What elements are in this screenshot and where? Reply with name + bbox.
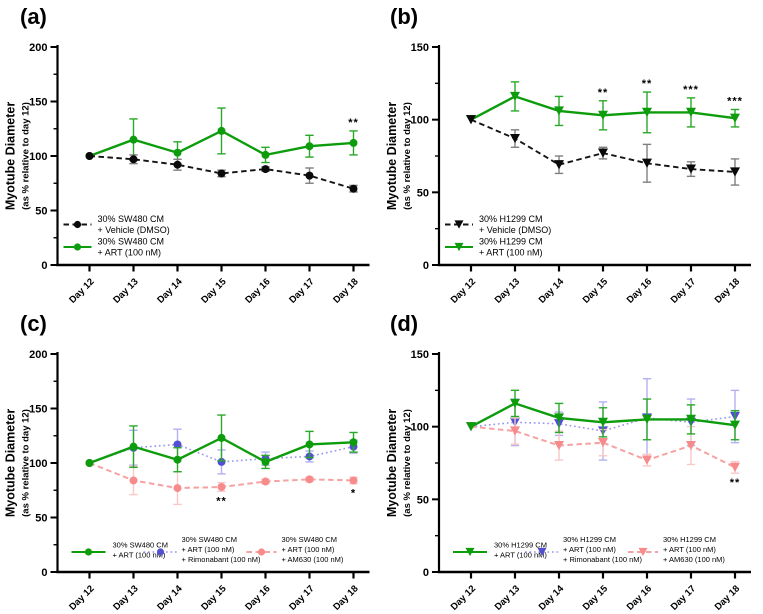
svg-text:150: 150	[29, 404, 47, 416]
svg-text:Day 14: Day 14	[155, 583, 185, 613]
panel-d-label: (d)	[390, 311, 419, 336]
svg-text:+ Vehicle (DMSO): + Vehicle (DMSO)	[479, 225, 551, 235]
svg-text:(as % relative to day 12): (as % relative to day 12)	[402, 409, 413, 517]
svg-text:50: 50	[35, 206, 47, 218]
svg-text:30% H1299 CM: 30% H1299 CM	[479, 237, 543, 247]
svg-text:150: 150	[411, 42, 429, 54]
svg-text:30% H1299 CM: 30% H1299 CM	[563, 535, 616, 544]
panel-b-chart: 0 50 100 150 Day 12 Day 13 Day 14 Day 15 Day 16 D…	[385, 42, 751, 306]
svg-text:+ Rimonabant (100 nM): + Rimonabant (100 nM)	[182, 555, 262, 564]
svg-text:150: 150	[411, 349, 429, 361]
svg-text:Day 14: Day 14	[537, 276, 567, 306]
svg-text:**: **	[642, 78, 653, 90]
svg-text:30% H1299 CM: 30% H1299 CM	[663, 535, 716, 544]
svg-text:Day 18: Day 18	[331, 276, 360, 305]
panel-c: (c) 0 50 100 150 200 Day 12 Day 13 Day 14 Day 15…	[0, 307, 382, 614]
svg-text:Day 16: Day 16	[625, 276, 654, 305]
svg-text:+ ART (100 nM): + ART (100 nM)	[98, 248, 161, 258]
svg-text:**: **	[216, 495, 227, 507]
svg-text:30% SW480 CM: 30% SW480 CM	[282, 535, 337, 544]
svg-text:Day 13: Day 13	[493, 276, 522, 305]
svg-text:100: 100	[411, 422, 429, 434]
svg-text:Day 15: Day 15	[581, 276, 611, 306]
svg-text:30% SW480 CM: 30% SW480 CM	[98, 214, 165, 224]
svg-text:*: *	[351, 488, 356, 500]
svg-text:Day 14: Day 14	[537, 583, 567, 613]
svg-text:Day 13: Day 13	[111, 583, 140, 612]
svg-text:Day 18: Day 18	[713, 583, 742, 612]
svg-text:Day 17: Day 17	[287, 583, 316, 612]
svg-text:+ ART (100 nM): + ART (100 nM)	[113, 551, 166, 560]
svg-text:0: 0	[41, 260, 47, 272]
svg-text:200: 200	[29, 42, 47, 54]
svg-text:30% SW480 CM: 30% SW480 CM	[182, 535, 237, 544]
svg-text:(as % relative to day 12): (as % relative to day 12)	[402, 102, 413, 210]
panel-b: (b) 0 50 100 150 Day 12 Day 13 Day 14 Day 15 Day…	[382, 0, 763, 307]
svg-text:(as % relative to day 12): (as % relative to day 12)	[21, 409, 32, 517]
svg-text:Day 16: Day 16	[625, 583, 654, 612]
svg-text:30% H1299 CM: 30% H1299 CM	[479, 214, 543, 224]
svg-text:30% H1299 CM: 30% H1299 CM	[494, 541, 547, 550]
panel-c-label: (c)	[20, 311, 47, 336]
svg-text:Day 13: Day 13	[493, 583, 522, 612]
svg-text:200: 200	[29, 349, 47, 361]
svg-text:Day 16: Day 16	[243, 583, 272, 612]
panel-a-chart: 0 50 100 150 200 Day 12 Day 13 Day 14 Day 15 Day …	[4, 42, 370, 306]
svg-text:Day 15: Day 15	[199, 276, 229, 306]
svg-text:Myotube Diameter: Myotube Diameter	[385, 102, 399, 210]
svg-text:***: ***	[727, 95, 743, 107]
svg-text:**: **	[730, 477, 741, 489]
svg-text:Day 16: Day 16	[243, 276, 272, 305]
svg-text:Myotube Diameter: Myotube Diameter	[4, 409, 18, 517]
panel-c-chart: 0 50 100 150 200 Day 12 Day 13 Day 14 Day 15 Day …	[4, 349, 370, 613]
svg-text:+ ART (100 nM): + ART (100 nM)	[479, 248, 542, 258]
svg-text:**: **	[348, 117, 359, 129]
panel-d: (d) 0 50 100 150 Day 12 Day 13 Day 14 Day 15 Day…	[382, 307, 763, 614]
svg-text:+ ART (100 nM): + ART (100 nM)	[282, 545, 335, 554]
svg-text:50: 50	[35, 513, 47, 525]
svg-text:100: 100	[29, 458, 47, 470]
svg-text:+ AM630 (100 nM): + AM630 (100 nM)	[663, 555, 725, 564]
svg-text:150: 150	[29, 97, 47, 109]
svg-text:Myotube Diameter: Myotube Diameter	[4, 102, 18, 210]
svg-text:0: 0	[41, 567, 47, 579]
svg-text:Day 17: Day 17	[669, 583, 698, 612]
panel-d-chart: 0 50 100 150 Day 12 Day 13 Day 14 Day 15 Day 16 D…	[385, 349, 751, 613]
svg-text:30% SW480 CM: 30% SW480 CM	[98, 237, 165, 247]
svg-text:Day 15: Day 15	[199, 583, 229, 613]
svg-text:100: 100	[411, 115, 429, 127]
svg-text:Day 13: Day 13	[111, 276, 140, 305]
svg-text:Day 18: Day 18	[331, 583, 360, 612]
svg-text:+ ART (100 nM): + ART (100 nM)	[663, 545, 716, 554]
svg-text:Day 14: Day 14	[155, 276, 185, 306]
svg-text:Day 15: Day 15	[581, 583, 611, 613]
svg-text:Day 12: Day 12	[449, 583, 478, 612]
svg-text:(as % relative to day 12): (as % relative to day 12)	[21, 102, 32, 210]
svg-text:Day 18: Day 18	[713, 276, 742, 305]
svg-text:***: ***	[683, 84, 699, 96]
svg-text:100: 100	[29, 151, 47, 163]
svg-text:Day 12: Day 12	[67, 583, 96, 612]
svg-text:30% SW480 CM: 30% SW480 CM	[113, 541, 168, 550]
svg-text:Day 17: Day 17	[669, 276, 698, 305]
svg-text:**: **	[598, 87, 609, 99]
svg-text:50: 50	[417, 494, 429, 506]
svg-text:Day 12: Day 12	[67, 276, 96, 305]
svg-text:0: 0	[423, 567, 429, 579]
panel-a: (a) 0 50 100 150 200 Day 12 Day 13 Day 14 Day 15…	[0, 0, 382, 307]
svg-text:+ AM630 (100 nM): + AM630 (100 nM)	[282, 555, 344, 564]
svg-text:+ Vehicle (DMSO): + Vehicle (DMSO)	[98, 225, 170, 235]
svg-text:0: 0	[423, 260, 429, 272]
svg-text:+ Rimonabant (100 nM): + Rimonabant (100 nM)	[563, 555, 643, 564]
svg-text:+ ART (100 nM): + ART (100 nM)	[494, 551, 547, 560]
panel-b-label: (b)	[390, 4, 419, 29]
svg-text:Day 17: Day 17	[287, 276, 316, 305]
svg-text:+ ART (100 nM): + ART (100 nM)	[182, 545, 235, 554]
svg-text:+ ART (100 nM): + ART (100 nM)	[563, 545, 616, 554]
svg-text:Day 12: Day 12	[449, 276, 478, 305]
svg-text:Myotube Diameter: Myotube Diameter	[385, 409, 399, 517]
svg-text:50: 50	[417, 187, 429, 199]
panel-a-label: (a)	[20, 4, 47, 29]
